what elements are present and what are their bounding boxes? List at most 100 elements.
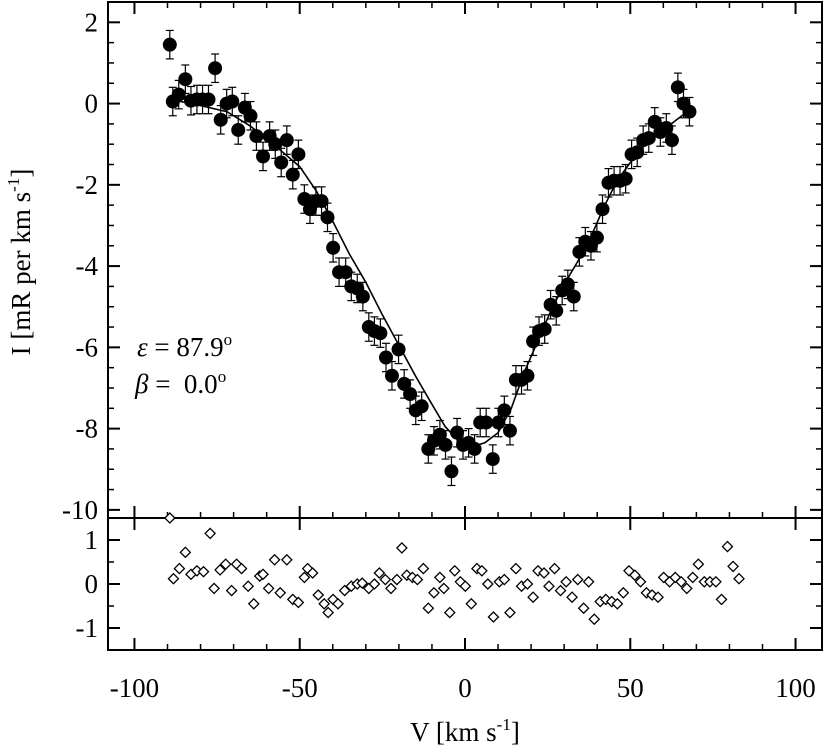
- data-point: [320, 210, 335, 225]
- residual-point: [422, 602, 435, 615]
- annotation-beta: β = 0.0o: [134, 367, 226, 399]
- data-point: [641, 131, 656, 146]
- residual-point: [318, 597, 331, 610]
- residual-point: [577, 602, 590, 615]
- residual-point: [225, 584, 238, 597]
- annotation-beta-sup: o: [218, 367, 227, 386]
- data-point: [162, 37, 177, 52]
- data-point: [491, 415, 506, 430]
- residual-point: [332, 597, 344, 610]
- data-point: [279, 133, 294, 148]
- residual-point: [356, 577, 369, 590]
- data-point: [213, 112, 228, 127]
- residual-point: [306, 567, 319, 579]
- residual-points-layer: [163, 512, 745, 626]
- residual-point: [173, 562, 186, 575]
- data-point: [566, 289, 581, 304]
- y-tick-label: -10: [62, 495, 98, 525]
- residual-point: [543, 580, 555, 593]
- residual-point: [652, 591, 664, 604]
- residual-point: [292, 596, 305, 609]
- residual-point: [379, 573, 392, 586]
- residual-point: [634, 575, 647, 588]
- residual-point: [611, 597, 624, 610]
- residual-y-axis: 1 0 -1: [76, 525, 822, 643]
- x-axis: -100 -50 0 50 100: [110, 2, 816, 703]
- residual-point: [417, 562, 430, 575]
- data-point: [208, 61, 223, 76]
- fit-curve-layer: [170, 98, 691, 448]
- residual-point: [487, 611, 500, 623]
- data-point: [670, 80, 685, 95]
- residual-point: [628, 569, 641, 582]
- residual-point: [274, 586, 287, 599]
- data-point: [497, 403, 512, 418]
- residual-point: [481, 578, 494, 590]
- main-y-axis: 2 0 -2 -4 -6 -8 -10: [62, 7, 822, 525]
- data-point: [201, 92, 216, 107]
- residual-point: [475, 564, 488, 577]
- data-point: [589, 230, 604, 245]
- y-axis-label-text: I [mR per km s: [6, 192, 36, 355]
- residual-point: [179, 546, 192, 559]
- data-point: [467, 441, 482, 456]
- data-point: [291, 147, 306, 162]
- data-point: [560, 277, 575, 292]
- residual-point: [680, 582, 693, 595]
- data-point: [178, 72, 193, 87]
- data-point: [549, 303, 564, 318]
- data-point: [274, 155, 289, 170]
- residual-point: [733, 572, 745, 585]
- residual-point: [247, 597, 260, 610]
- data-point: [618, 171, 633, 186]
- fit-line: [170, 98, 691, 448]
- data-point: [485, 452, 500, 467]
- y-tick-label: -8: [76, 414, 99, 444]
- residual-point: [390, 573, 403, 586]
- residual-point: [280, 553, 293, 566]
- residual-point: [527, 591, 540, 604]
- y-tick-label: 0: [85, 89, 99, 119]
- residual-point: [242, 580, 255, 593]
- x-axis-label-sup: -1: [497, 715, 511, 734]
- x-tick-label: 0: [458, 673, 472, 703]
- residual-point: [448, 564, 461, 577]
- y-axis-label-close: ]: [6, 169, 36, 178]
- data-point: [414, 399, 429, 414]
- data-point: [338, 265, 353, 280]
- residual-point: [571, 573, 584, 586]
- residual-point: [268, 553, 281, 566]
- residual-point: [498, 573, 511, 586]
- data-point: [231, 122, 246, 137]
- y-axis-label-sup: -1: [4, 178, 23, 192]
- residual-point: [686, 571, 699, 584]
- data-points-layer: [162, 29, 697, 487]
- data-point: [444, 464, 459, 479]
- residual-point: [219, 558, 232, 571]
- data-point: [326, 240, 341, 255]
- data-point: [171, 87, 186, 102]
- data-point: [537, 322, 552, 337]
- annotation-epsilon-symbol: ε: [137, 332, 148, 362]
- residual-point: [675, 575, 688, 588]
- residual-point: [395, 542, 408, 554]
- data-point: [438, 437, 453, 452]
- residual-point: [214, 564, 226, 576]
- residual-point: [727, 560, 739, 573]
- residual-point: [709, 575, 722, 588]
- residual-point: [197, 565, 210, 578]
- y-tick-label: -4: [76, 251, 99, 281]
- annotation-epsilon-sup: o: [224, 330, 233, 349]
- residual-point: [465, 597, 478, 610]
- x-axis-label-text: V [km s: [410, 717, 497, 747]
- residual-point: [411, 573, 424, 586]
- residual-point: [692, 558, 705, 571]
- data-point: [520, 368, 535, 383]
- residual-point: [204, 527, 217, 540]
- residual-point: [262, 582, 275, 595]
- data-point: [502, 423, 517, 438]
- annotation-beta-symbol: β: [134, 369, 149, 399]
- data-point: [314, 194, 329, 209]
- data-point: [403, 387, 418, 402]
